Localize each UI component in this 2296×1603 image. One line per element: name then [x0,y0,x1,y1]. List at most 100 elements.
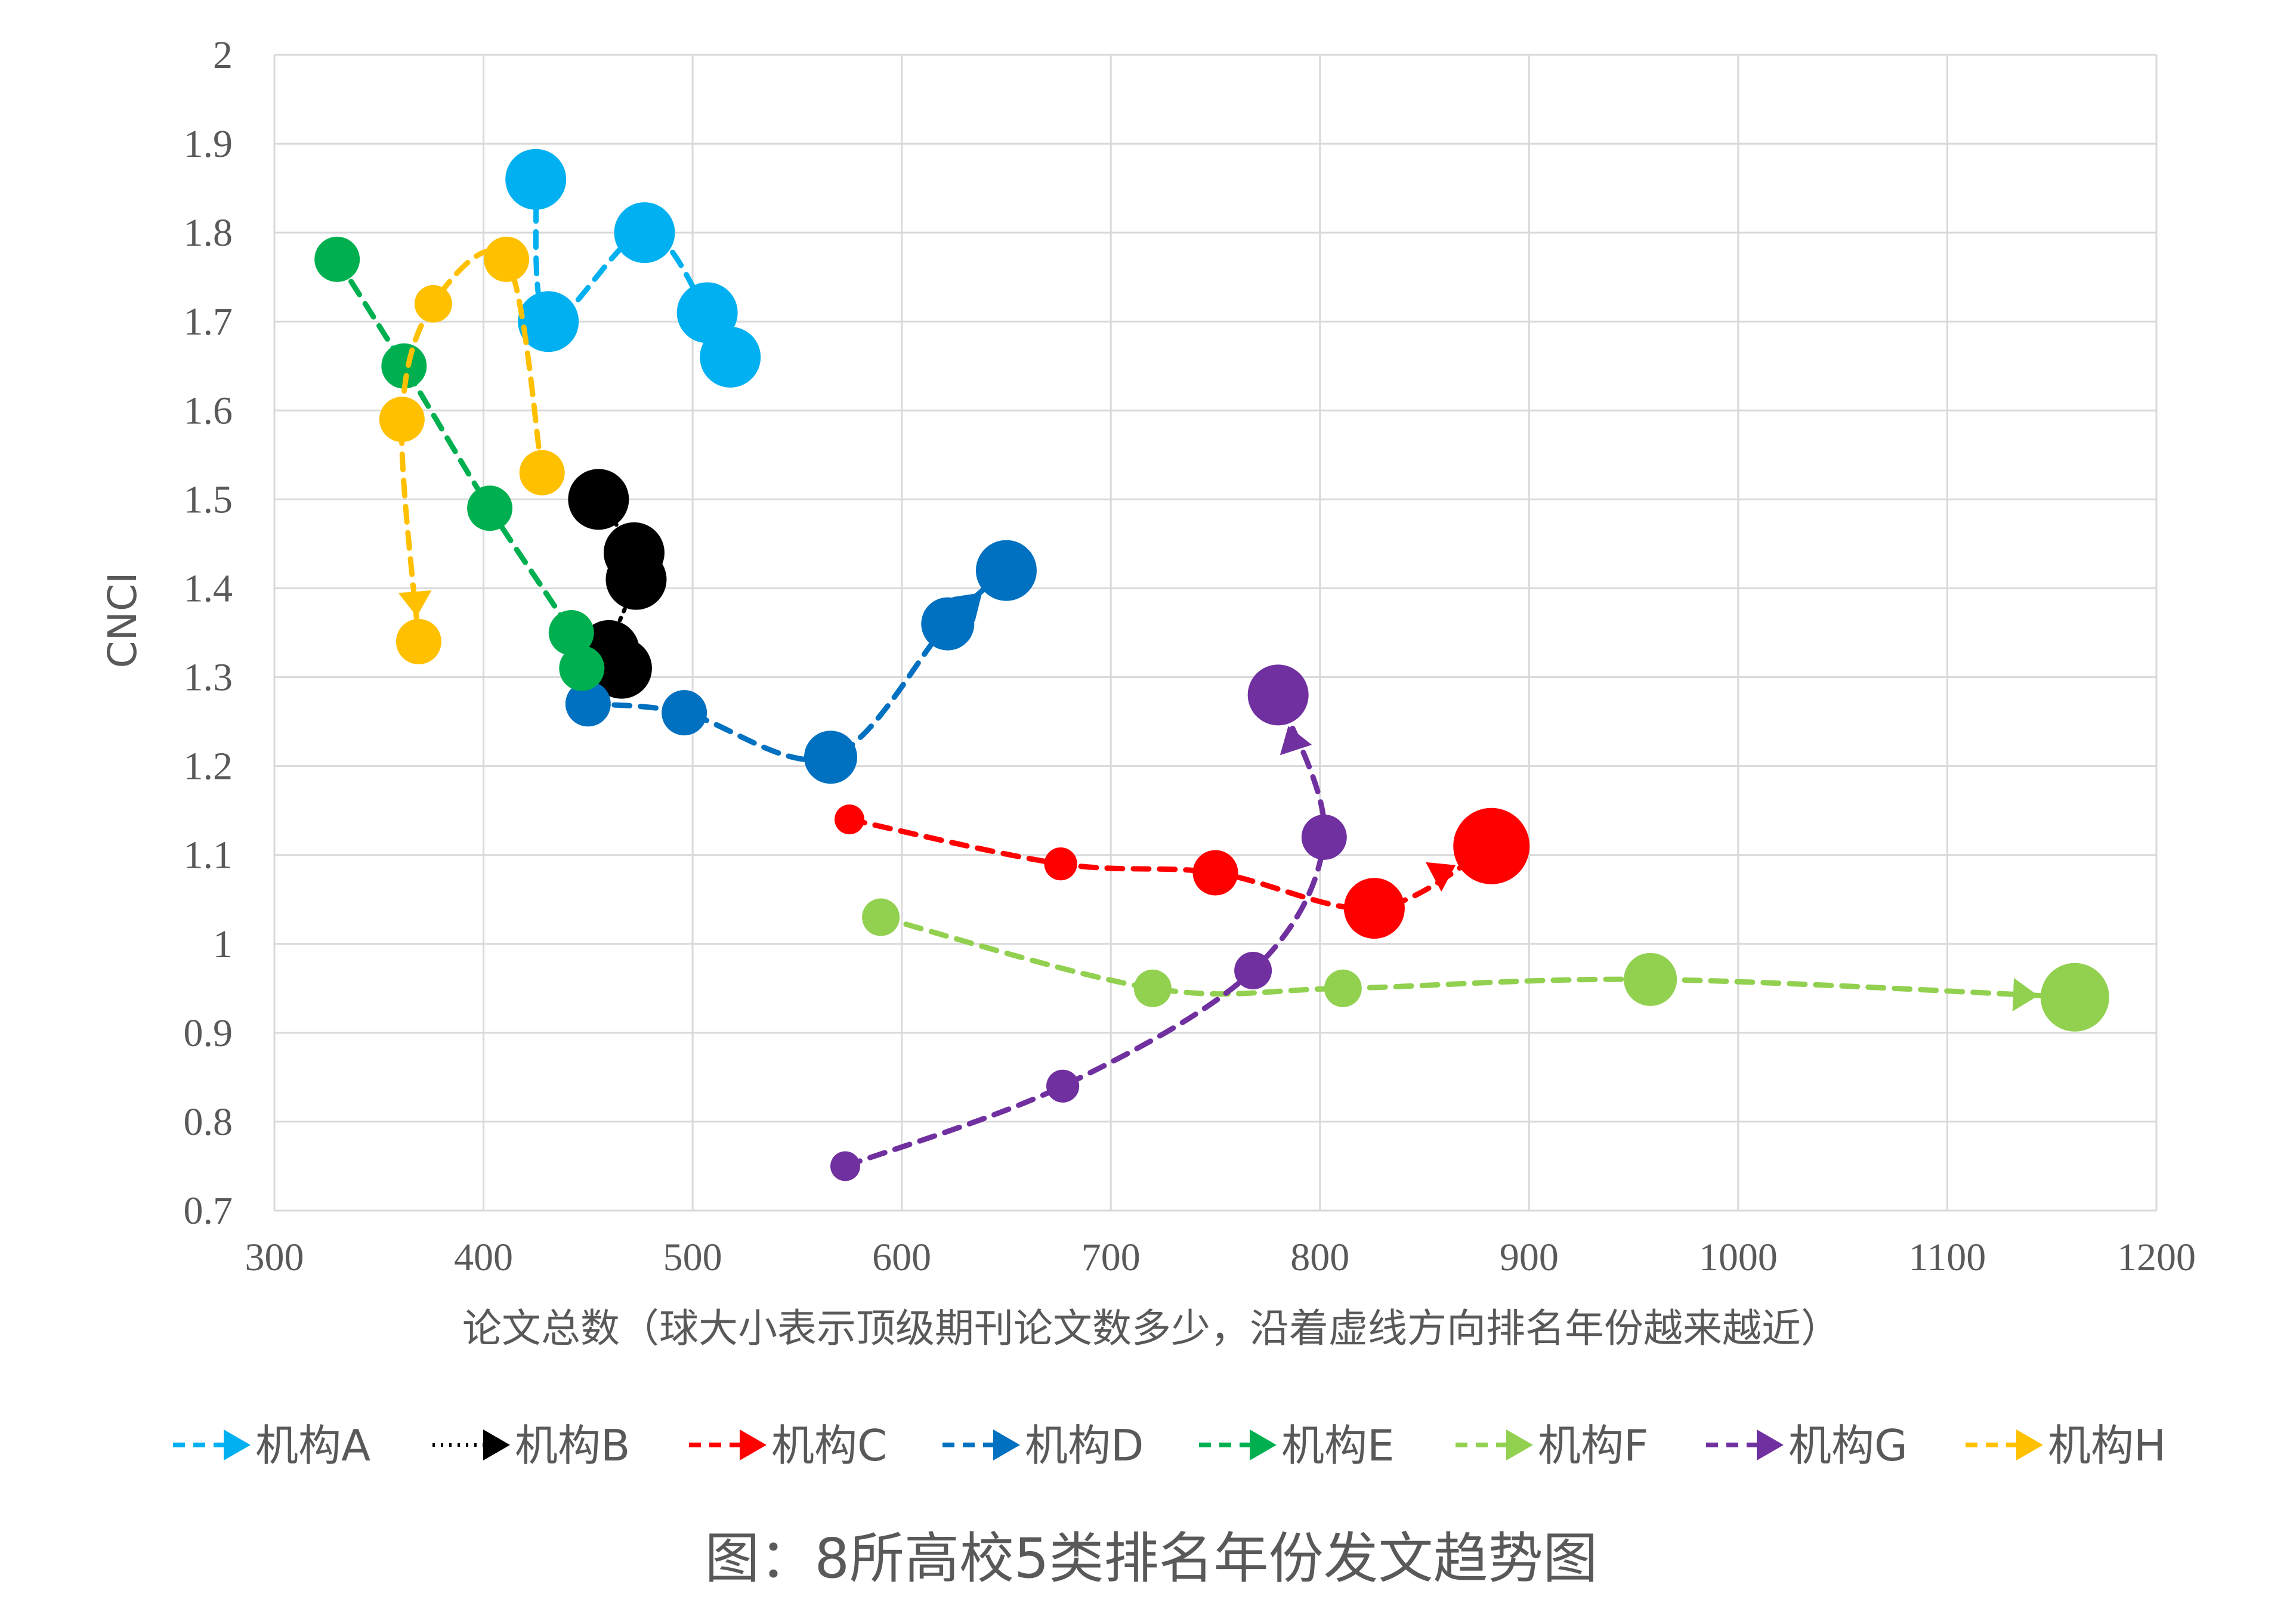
legend-label: 机构G [1788,1421,1908,1471]
data-point [2040,963,2109,1032]
data-point [379,397,425,442]
data-point [1301,814,1347,860]
data-point [381,343,427,389]
x-tick-label: 800 [1290,1236,1349,1279]
data-point [505,148,567,210]
series-arrowhead [398,590,432,617]
legend-arrow-swatch [1506,1429,1533,1460]
series-7 [830,664,1347,1181]
legend-label: 机构H [2048,1421,2166,1471]
series-layer [314,148,2109,1181]
series-line [878,914,2078,1000]
y-tick-label: 0.9 [184,1011,233,1055]
legend-label: 机构C [771,1421,887,1471]
x-tick-label: 1100 [1909,1236,1986,1279]
data-point [700,326,761,388]
data-point [1324,969,1362,1007]
y-tick-label: 1.4 [184,567,233,610]
series-line [334,256,585,671]
y-tick-label: 1 [213,923,233,966]
data-point [862,898,900,936]
data-point [614,202,675,264]
data-point [568,469,629,530]
x-tick-label: 1000 [1699,1236,1778,1279]
data-point [921,597,975,651]
x-tick-label: 700 [1081,1236,1141,1279]
y-tick-label: 1.6 [184,389,233,432]
legend-arrow-swatch [2016,1429,2043,1460]
legend-label: 机构E [1281,1421,1395,1471]
data-point [484,236,530,282]
y-tick-label: 1.2 [184,745,233,788]
legend-arrow-swatch [1757,1429,1784,1460]
legend: 机构A 机构B 机构C 机构D 机构E 机构F 机构G 机构H [173,1421,2166,1471]
data-point [835,804,865,835]
series-5 [314,236,605,691]
data-point [559,645,605,691]
legend-label: 机构D [1025,1421,1144,1471]
legend-item: 机构G [1706,1421,1908,1471]
legend-label: 机构F [1538,1421,1648,1471]
x-tick-labels: 300 400 500 600 700 800 900 1000 1100 1200 [245,1236,2196,1279]
legend-item: 机构A [173,1421,370,1471]
series-arrowhead [1425,862,1456,892]
y-axis-title: CNCI [100,572,146,668]
data-point [1046,1069,1080,1103]
data-point [591,638,652,699]
y-tick-label: 2 [213,33,233,77]
legend-item: 机构E [1199,1421,1395,1471]
data-point [395,618,441,664]
y-tick-label: 1.9 [184,122,233,166]
y-tick-label: 1.5 [184,478,233,521]
y-tick-label: 1.7 [184,300,233,344]
series-8 [379,236,565,664]
series-3 [835,804,1530,939]
x-axis-title: 论文总数（球大小表示顶级期刊论文数多少，沿着虚线方向排名年份越来越近） [462,1305,1840,1351]
x-tick-label: 600 [872,1236,931,1279]
data-point [314,236,360,282]
legend-label: 机构A [255,1421,370,1471]
x-tick-label: 400 [454,1236,513,1279]
data-point [605,549,667,610]
x-tick-label: 1200 [2117,1236,2196,1279]
y-tick-label: 1.1 [184,834,233,877]
y-tick-label: 0.8 [184,1100,233,1144]
legend-item: 机构F [1456,1421,1648,1471]
series-6 [862,898,2109,1032]
legend-item: 机构H [1966,1421,2166,1471]
series-arrowhead [1280,726,1312,756]
y-tick-label: 1.8 [184,211,233,255]
x-tick-label: 300 [245,1236,304,1279]
figure-caption: 图：8所高校5类排名年份发文趋势图 [704,1527,1597,1590]
series-arrowhead [2012,977,2038,1011]
data-point [1247,664,1309,726]
legend-arrow-swatch [224,1429,251,1460]
legend-arrow-swatch [1250,1429,1277,1460]
data-point [1044,847,1077,881]
data-point [830,1151,861,1181]
data-point [519,450,565,496]
legend-arrow-swatch [740,1429,767,1460]
series-4 [565,540,1037,784]
y-tick-label: 0.7 [184,1189,233,1233]
legend-item: 机构C [689,1421,887,1471]
data-point [975,540,1037,601]
y-tick-label: 1.3 [184,656,233,700]
series-1 [505,148,761,388]
legend-arrow-swatch [483,1429,510,1460]
data-point [467,485,513,531]
data-point [804,731,857,784]
gridlines [273,54,2158,1212]
data-point [1624,952,1677,1006]
data-point [414,284,452,323]
data-point [662,690,707,736]
data-point [1192,850,1238,896]
data-point [1343,878,1405,939]
data-point [1133,969,1172,1007]
legend-item: 机构B [432,1421,630,1471]
legend-item: 机构D [942,1421,1144,1471]
data-point [565,681,611,727]
x-tick-label: 500 [663,1236,722,1279]
data-point [1234,951,1272,989]
